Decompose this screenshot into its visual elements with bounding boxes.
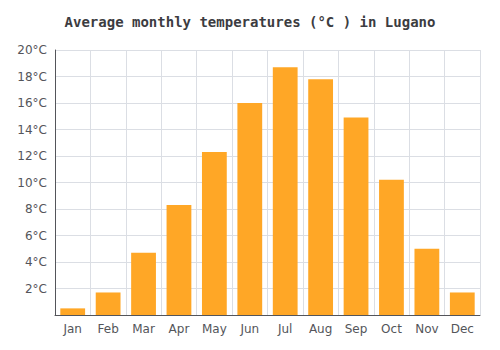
svg-text:Sep: Sep	[345, 322, 368, 336]
svg-text:May: May	[202, 322, 227, 336]
svg-text:18°C: 18°C	[17, 70, 47, 84]
svg-text:Oct: Oct	[381, 322, 402, 336]
svg-text:12°C: 12°C	[17, 149, 47, 163]
svg-text:Average monthly temperatures (: Average monthly temperatures (°C ) in Lu…	[65, 14, 436, 30]
svg-text:10°C: 10°C	[17, 176, 47, 190]
svg-text:Dec: Dec	[451, 322, 474, 336]
svg-text:Feb: Feb	[98, 322, 119, 336]
svg-text:2°C: 2°C	[25, 282, 47, 296]
svg-text:6°C: 6°C	[25, 229, 47, 243]
svg-text:Aug: Aug	[309, 322, 332, 336]
svg-text:Jan: Jan	[62, 322, 82, 336]
svg-text:4°C: 4°C	[25, 255, 47, 269]
svg-text:Nov: Nov	[415, 322, 438, 336]
svg-text:Mar: Mar	[132, 322, 155, 336]
svg-text:Jun: Jun	[239, 322, 259, 336]
svg-text:20°C: 20°C	[17, 43, 47, 57]
svg-text:Jul: Jul	[277, 322, 292, 336]
svg-text:Apr: Apr	[169, 322, 190, 336]
svg-text:14°C: 14°C	[17, 123, 47, 137]
svg-text:16°C: 16°C	[17, 96, 47, 110]
svg-text:8°C: 8°C	[25, 202, 47, 216]
